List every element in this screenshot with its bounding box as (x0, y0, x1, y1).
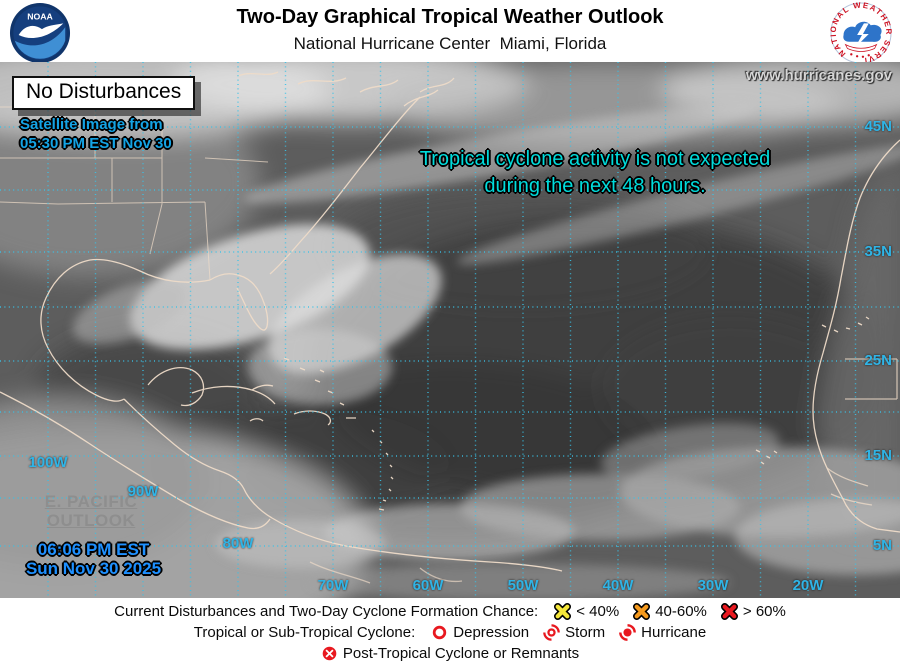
legend-high-chance-label: > 60% (742, 602, 786, 620)
lon-label-100w: 100W (28, 454, 68, 471)
x-marker-icon (720, 602, 738, 620)
lon-label-20w: 20W (792, 577, 824, 594)
lon-label-80w: 80W (222, 535, 254, 552)
depression-circle-icon (433, 625, 447, 639)
page-title: Two-Day Graphical Tropical Weather Outlo… (236, 6, 664, 28)
x-marker-icon (554, 602, 572, 620)
lon-label-30w: 30W (697, 577, 729, 594)
legend-item-low-chance: < 40% (554, 602, 620, 620)
legend-item-high-chance: > 60% (720, 602, 786, 620)
legend-item-medium-chance: 40-60% (633, 602, 707, 620)
legend-depression-label: Depression (453, 623, 530, 641)
x-marker-icon (633, 602, 651, 620)
issuance-time: 06:06 PM EST Sun Nov 30 2025 (6, 540, 181, 578)
lon-label-60w: 60W (412, 577, 444, 594)
lat-label-45n: 45N (864, 118, 892, 135)
legend-item-storm: Storm (543, 624, 605, 641)
outlook-message-line1: Tropical cyclone activity is not expecte… (419, 148, 771, 170)
noaa-logo-text: NOAA (27, 11, 53, 21)
legend-cyclone-row: Tropical or Sub-Tropical Cyclone: Depres… (0, 622, 900, 642)
east-pacific-outlook-line1: E. PACIFIC (44, 492, 138, 511)
legend-item-post-tropical: Post-Tropical Cyclone or Remnants (321, 645, 579, 662)
noaa-logo[interactable]: NOAA (9, 2, 71, 64)
east-pacific-outlook-line2: OUTLOOK (46, 511, 136, 530)
legend-hurricane-label: Hurricane (641, 623, 707, 641)
satellite-map[interactable]: www.hurricanes.gov No Disturbances Satel… (0, 62, 900, 598)
nws-stars (850, 53, 870, 58)
lat-label-35n: 35N (864, 243, 892, 260)
hurricane-icon (619, 623, 637, 641)
lon-label-40w: 40W (602, 577, 634, 594)
website-text: www.hurricanes.gov (745, 67, 892, 84)
legend: Current Disturbances and Two-Day Cyclone… (0, 598, 900, 665)
legend-cyclone-label: Tropical or Sub-Tropical Cyclone: (193, 623, 416, 641)
east-pacific-outlook-link[interactable]: E. PACIFIC OUTLOOK (36, 492, 146, 530)
issuance-time-line1: 06:06 PM EST (37, 540, 150, 559)
satellite-caption-line1: Satellite Image from (20, 116, 163, 133)
nws-logo[interactable]: NATIONAL WEATHER SERVICE (830, 2, 892, 64)
legend-chance-label: Current Disturbances and Two-Day Cyclone… (114, 602, 539, 620)
coastlines (0, 71, 900, 584)
lat-label-5n: 5N (872, 537, 892, 554)
status-box: No Disturbances (12, 76, 196, 110)
satellite-caption: Satellite Image from 05:30 PM EST Nov 30 (20, 115, 172, 153)
satellite-backdrop (0, 62, 900, 598)
legend-storm-label: Storm (565, 623, 606, 641)
lat-label-15n: 15N (864, 447, 892, 464)
legend-chance-row: Current Disturbances and Two-Day Cyclone… (0, 601, 900, 621)
lon-label-90w: 90W (127, 483, 159, 500)
legend-post-tropical-row: Post-Tropical Cyclone or Remnants (0, 643, 900, 663)
legend-medium-chance-label: 40-60% (655, 602, 707, 620)
lat-label-25n: 25N (864, 352, 892, 369)
satellite-caption-line2: 05:30 PM EST Nov 30 (20, 135, 172, 152)
legend-item-hurricane: Hurricane (619, 624, 706, 641)
header: NOAA Two-Day Graphical Tropical Weather … (0, 0, 900, 64)
circle-x-icon (322, 646, 337, 660)
outlook-message-line2: during the next 48 hours. (484, 175, 706, 197)
page-subtitle: National Hurricane Center Miami, Florida (293, 34, 607, 53)
legend-post-tropical-label: Post-Tropical Cyclone or Remnants (342, 644, 580, 662)
legend-low-chance-label: < 40% (576, 602, 620, 620)
outlook-message: Tropical cyclone activity is not expecte… (330, 146, 860, 200)
issuance-time-line2: Sun Nov 30 2025 (25, 559, 162, 578)
lon-label-50w: 50W (507, 577, 539, 594)
legend-item-depression: Depression (431, 624, 529, 641)
tropical-storm-icon (543, 623, 560, 641)
lon-label-70w: 70W (317, 577, 349, 594)
